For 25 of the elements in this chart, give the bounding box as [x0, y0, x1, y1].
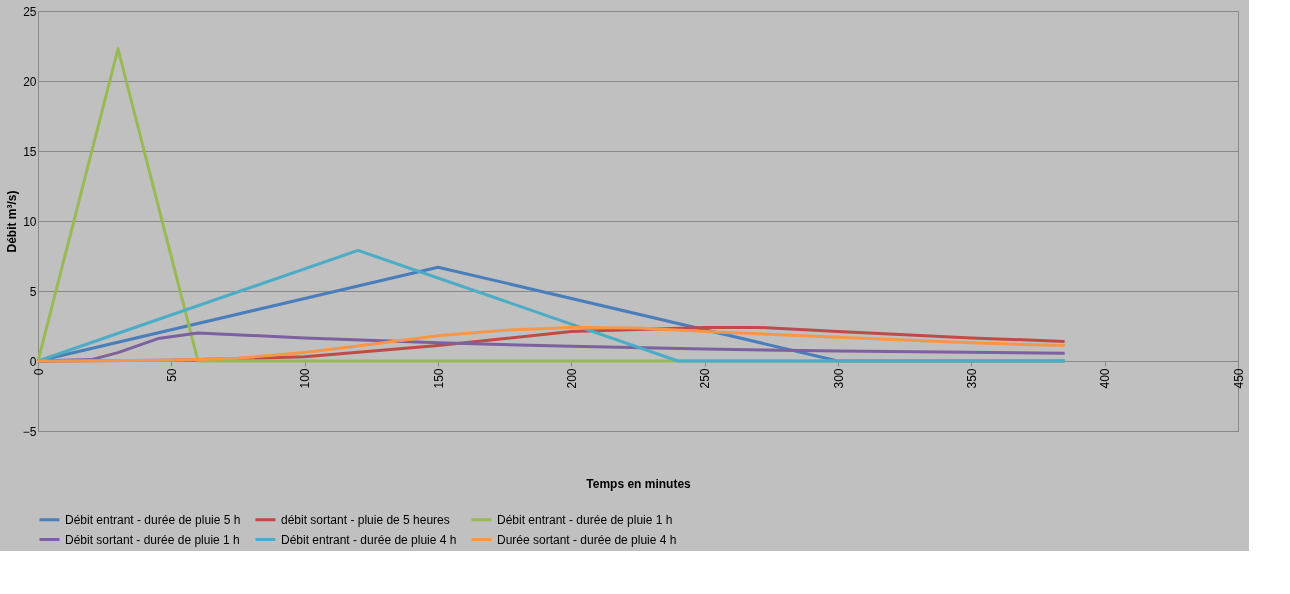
x-axis-title: Temps en minutes: [586, 476, 692, 491]
legend-label: Débit entrant - durée de pluie 5 h: [65, 512, 241, 527]
legend-label: débit sortant - pluie de 5 heures: [281, 512, 450, 527]
legend-label: Durée sortant - durée de pluie 4 h: [497, 532, 677, 547]
x-tick-label: 200: [564, 368, 579, 389]
x-tick-label: 100: [298, 368, 313, 389]
legend-label: Débit sortant - durée de pluie 1 h: [65, 532, 240, 547]
line-series: [36, 325, 1067, 363]
x-tick-label: 50: [164, 368, 179, 382]
x-tick-label: 400: [1098, 368, 1113, 389]
x-tick-label: 450: [1231, 368, 1246, 389]
legend-label: Débit entrant - durée de pluie 4 h: [281, 532, 457, 547]
legend-label: Débit entrant - durée de pluie 1 h: [497, 512, 673, 527]
y-axis-title: Débit m³/s): [4, 190, 19, 253]
x-tick-label: 150: [431, 368, 446, 389]
y-tick-label: 20: [23, 74, 37, 89]
x-tick-label: 250: [698, 368, 713, 389]
x-tick-label: 350: [964, 368, 979, 389]
y-tick-label: 0: [29, 354, 37, 369]
x-tick-label: 300: [831, 368, 846, 389]
y-tick-label: 10: [23, 214, 37, 229]
y-tick-label: 25: [23, 4, 37, 19]
y-tick-label: 15: [23, 144, 37, 159]
y-tick-label: −5: [22, 424, 37, 439]
y-tick-label: 5: [29, 284, 37, 299]
